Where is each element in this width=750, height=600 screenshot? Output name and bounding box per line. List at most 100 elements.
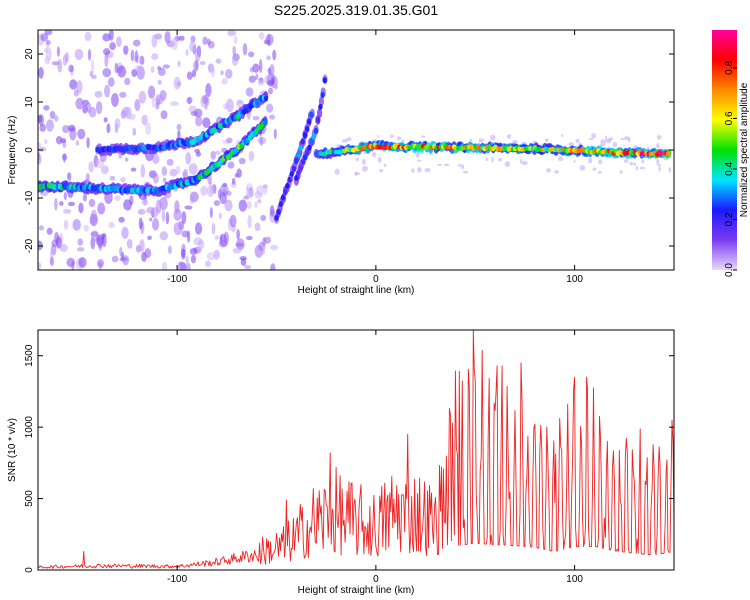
spectrogram-ridge-cell: [298, 145, 303, 152]
spectrogram-noise-cell: [561, 134, 564, 138]
spectrogram-noise-cell: [138, 208, 144, 215]
spectrogram-noise-cell: [156, 94, 164, 105]
spectrogram-noise-cell: [266, 103, 274, 113]
spectrogram-noise-cell: [377, 135, 380, 138]
spectrogram-noise-cell: [147, 235, 152, 241]
spectrogram-ridge-cell: [276, 209, 281, 216]
spectrogram-noise-cell: [78, 256, 87, 268]
spectrogram-noise-cell: [51, 61, 60, 66]
spectrogram-noise-cell: [215, 58, 222, 64]
spectrogram-noise-cell: [506, 134, 512, 139]
spectrogram-noise-cell: [134, 50, 139, 63]
spectrogram-noise-cell: [130, 167, 137, 172]
spectrogram-xlabel: Height of straight line (km): [298, 285, 415, 296]
spectrogram-noise-cell: [658, 165, 661, 172]
spectrogram-noise-cell: [95, 101, 103, 115]
spectrogram-noise-cell: [114, 62, 119, 74]
spectrogram-noise-cell: [181, 211, 187, 225]
colorbar: 0.0 0.2 0.4 0.6 0.8 Normalized spectral ampl…: [712, 30, 750, 277]
spectrogram-noise-cell: [257, 136, 267, 145]
spectrogram-noise-cell: [186, 71, 193, 80]
snr-xlabel: Height of straight line (km): [298, 585, 415, 596]
spectrogram-noise-cell: [252, 63, 260, 73]
spectrogram-noise-cell: [232, 247, 242, 254]
spectrogram-noise-cell: [397, 136, 402, 141]
spectrogram-ridge-cell: [263, 95, 269, 102]
spectrogram-noise-cell: [102, 33, 111, 42]
spectrogram-noise-cell: [170, 101, 179, 107]
spectrogram-noise-cell: [401, 139, 405, 143]
spectrogram-noise-cell: [120, 177, 126, 183]
spectrogram-noise-cell: [82, 104, 88, 114]
spectrogram-noise-cell: [254, 201, 258, 209]
spectrogram-noise-cell: [605, 135, 608, 141]
spectrogram-noise-cell: [629, 161, 633, 166]
spectrogram-noise-cell: [213, 200, 221, 206]
spectrogram-noise-cell: [269, 204, 275, 217]
spectrogram-noise-cell: [118, 216, 125, 223]
spectrogram-noise-cell: [90, 230, 99, 242]
spectrogram-noise-cell: [161, 261, 168, 270]
spectrogram-noise-cell: [97, 259, 104, 268]
spectrogram-noise-cell: [54, 197, 58, 211]
spectrogram-noise-cell: [77, 238, 83, 246]
spectrogram-noise-cell: [195, 115, 203, 127]
colorbar-tick-label: 0.2: [724, 212, 735, 226]
spectrogram-noise-cell: [417, 167, 422, 173]
spectrogram-noise-cell: [126, 238, 133, 249]
spectrogram-noise-cell: [85, 173, 90, 182]
spectrogram-noise-cell: [194, 47, 201, 62]
spectrogram-ridge-cell: [294, 174, 299, 181]
spectrogram-noise-cell: [268, 87, 274, 95]
spectrogram-ridge-cell: [285, 182, 290, 189]
spectrogram-noise-cell: [249, 67, 254, 73]
spectrogram-noise-cell: [97, 236, 103, 249]
spectrogram-noise-cell: [206, 252, 215, 261]
spectrogram-noise-cell: [411, 168, 415, 173]
spectrogram-noise-cell: [83, 224, 90, 232]
spectrogram-noise-cell: [232, 45, 237, 56]
spectrogram-ridge-cell: [291, 165, 297, 172]
spectrogram-noise-cell: [209, 207, 213, 219]
spectrogram-noise-cell: [147, 85, 156, 99]
spectrogram-noise-cell: [132, 39, 141, 47]
spectrogram-noise-cell: [49, 110, 56, 120]
spectrogram-noise-cell: [84, 31, 92, 42]
spectrogram-noise-cell: [238, 199, 248, 212]
spectrogram-noise-cell: [77, 128, 86, 140]
spectrogram-noise-cell: [73, 89, 79, 97]
spectrogram-noise-cell: [94, 90, 103, 98]
snr-xaxis-tick-label: 0: [373, 574, 379, 585]
spectrogram-noise-cell: [223, 103, 229, 110]
spectrogram-noise-cell: [169, 168, 178, 177]
spectrogram-ridge-cell: [305, 149, 310, 156]
spectrogram-noise-cell: [389, 134, 394, 139]
colorbar-gradient: [712, 30, 737, 270]
spectrogram-noise-cell: [107, 77, 115, 87]
spectrogram-noise-cell: [146, 206, 155, 214]
spectrogram-noise-cell: [462, 170, 469, 174]
spectrogram-noise-cell: [199, 61, 206, 66]
spectrogram-noise-cell: [261, 249, 266, 255]
colorbar-tick-label: 0.6: [724, 111, 735, 125]
spectrogram-ridge-cell: [283, 188, 288, 195]
spectrogram-noise-cell: [263, 184, 268, 195]
spectrogram-noise-cell: [234, 173, 239, 178]
spectrogram-noise-cell: [189, 40, 197, 53]
spectrogram-noise-cell: [69, 79, 78, 90]
spectrogram-noise-cell: [248, 187, 254, 198]
spectrogram-noise-cell: [87, 48, 92, 61]
spectrogram-noise-cell: [160, 110, 168, 120]
snr-frame: [37, 329, 675, 571]
spectrogram-noise-cell: [424, 167, 431, 173]
spectrogram-noise-cell: [270, 263, 276, 270]
spectrogram-noise-cell: [489, 134, 496, 141]
snr-yaxis-tick-label: 1500: [24, 344, 35, 367]
spectrogram-noise-cell: [114, 118, 121, 129]
spectrogram-noise-cell: [226, 98, 234, 113]
spectrogram-noise-cell: [45, 39, 51, 46]
spectrogram-noise-cell: [109, 175, 116, 181]
spectrogram-noise-cell: [239, 256, 247, 261]
spectrogram-noise-cell: [377, 156, 382, 163]
